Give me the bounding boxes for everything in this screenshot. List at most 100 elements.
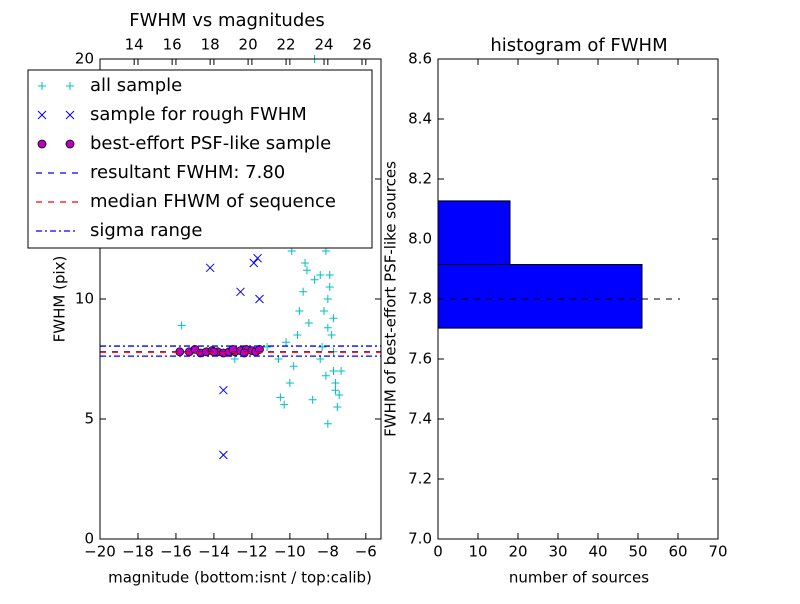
x2-tick-label: 22 bbox=[277, 36, 296, 54]
y-tick-label: 7.8 bbox=[408, 290, 432, 308]
cross-marker bbox=[219, 385, 228, 395]
x-tick-label: 0 bbox=[433, 543, 443, 561]
x2-tick-label: 24 bbox=[314, 36, 333, 54]
plus-marker bbox=[331, 386, 340, 395]
x2-tick-label: 20 bbox=[239, 36, 258, 54]
x2-tick-label: 18 bbox=[201, 36, 220, 54]
plus-marker bbox=[299, 287, 308, 296]
x2-tick-label: 26 bbox=[352, 36, 371, 54]
bar bbox=[437, 200, 511, 265]
plus-marker bbox=[318, 343, 327, 351]
x2-tick-label: 16 bbox=[163, 36, 182, 54]
plus-marker bbox=[282, 338, 291, 347]
plus-marker bbox=[333, 403, 342, 411]
x-axis-label: magnitude (bottom:isnt / top:calib) bbox=[108, 569, 372, 587]
y-axis-label: FWHM (pix) bbox=[51, 256, 69, 343]
legend-swatch bbox=[65, 110, 75, 120]
plus-marker bbox=[327, 331, 336, 339]
plus-marker bbox=[331, 379, 340, 387]
plus-marker bbox=[280, 400, 289, 409]
x-tick-label: 20 bbox=[508, 543, 527, 561]
x-tick-label: −12 bbox=[236, 543, 268, 561]
y-tick-label: 10 bbox=[75, 290, 94, 308]
plus-marker bbox=[323, 295, 332, 303]
chart-title: FWHM vs magnitudes bbox=[129, 10, 324, 31]
y-tick-label: 7.2 bbox=[408, 470, 432, 488]
y-tick-label: 0 bbox=[84, 530, 94, 548]
x-tick-label: −10 bbox=[274, 543, 306, 561]
y-tick-label: 8.2 bbox=[408, 170, 432, 188]
y-tick-label: 7.0 bbox=[408, 530, 432, 548]
y-tick-label: 8.6 bbox=[408, 50, 432, 68]
legend-box bbox=[27, 69, 373, 249]
legend-swatch bbox=[37, 139, 47, 149]
x-tick-label: −20 bbox=[84, 543, 116, 561]
plus-marker bbox=[316, 271, 325, 279]
cross-marker bbox=[253, 253, 262, 263]
plus-marker bbox=[310, 275, 319, 284]
y-tick-label: 5 bbox=[84, 410, 94, 428]
y-tick-label: 7.6 bbox=[408, 350, 432, 368]
x-axis-label: number of sources bbox=[509, 569, 649, 587]
y-axis-label: FWHM of best-effort PSF-like sources bbox=[382, 161, 400, 437]
legend-swatch bbox=[66, 82, 74, 90]
x-tick-label: 40 bbox=[588, 543, 607, 561]
legend-label: best-effort PSF-like sample bbox=[90, 133, 331, 154]
x2-tick-label: 14 bbox=[125, 36, 144, 54]
plus-marker bbox=[337, 367, 346, 375]
plus-marker bbox=[289, 362, 298, 371]
plus-marker bbox=[302, 266, 311, 275]
plus-marker bbox=[304, 319, 313, 327]
plus-marker bbox=[285, 379, 294, 387]
plus-marker bbox=[263, 343, 272, 351]
plus-marker bbox=[177, 321, 186, 330]
plus-marker bbox=[320, 307, 329, 315]
y-tick-label: 20 bbox=[75, 50, 94, 68]
plus-marker bbox=[325, 271, 334, 279]
plus-marker bbox=[295, 307, 304, 315]
cross-marker bbox=[249, 258, 259, 268]
plus-marker bbox=[321, 371, 330, 380]
cross-marker bbox=[219, 450, 228, 460]
plus-marker bbox=[276, 393, 285, 402]
chart-title: histogram of FWHM bbox=[490, 35, 667, 56]
x-tick-label: −16 bbox=[160, 543, 192, 561]
circle-marker bbox=[239, 348, 249, 358]
legend-label: sigma range bbox=[90, 220, 202, 241]
x-tick-label: 30 bbox=[548, 543, 567, 561]
y-tick-label: 7.4 bbox=[408, 410, 432, 428]
cross-marker bbox=[236, 287, 245, 297]
y-tick-label: 8.4 bbox=[408, 110, 432, 128]
x-tick-label: −14 bbox=[198, 543, 230, 561]
x-tick-label: 70 bbox=[708, 543, 727, 561]
plus-marker bbox=[323, 419, 332, 428]
plus-marker bbox=[308, 395, 317, 404]
bar bbox=[437, 264, 643, 329]
plus-marker bbox=[329, 314, 338, 323]
plus-marker bbox=[230, 355, 239, 363]
plus-marker bbox=[329, 367, 338, 375]
x-tick-label: −6 bbox=[355, 543, 377, 561]
legend-swatch bbox=[37, 110, 47, 120]
axes-frame bbox=[437, 58, 719, 540]
x-tick-label: 60 bbox=[668, 543, 687, 561]
cross-marker bbox=[205, 263, 215, 273]
y-tick-label: 8.0 bbox=[408, 230, 432, 248]
legend-label: all sample bbox=[90, 75, 182, 96]
legend-label: sample for rough FWHM bbox=[90, 104, 307, 125]
x-tick-label: 10 bbox=[468, 543, 487, 561]
legend-label: median FHWM of sequence bbox=[90, 191, 336, 212]
plus-marker bbox=[293, 331, 302, 339]
x-tick-label: 50 bbox=[628, 543, 647, 561]
legend-swatch bbox=[38, 82, 46, 90]
legend-swatch bbox=[65, 139, 75, 149]
plus-marker bbox=[325, 283, 334, 291]
plus-marker bbox=[301, 259, 310, 267]
x-tick-label: −18 bbox=[122, 543, 154, 561]
axes-frame bbox=[99, 58, 382, 540]
cross-marker bbox=[255, 294, 264, 304]
plus-marker bbox=[335, 391, 344, 399]
x-tick-label: −8 bbox=[317, 543, 339, 561]
plus-marker bbox=[323, 323, 332, 332]
